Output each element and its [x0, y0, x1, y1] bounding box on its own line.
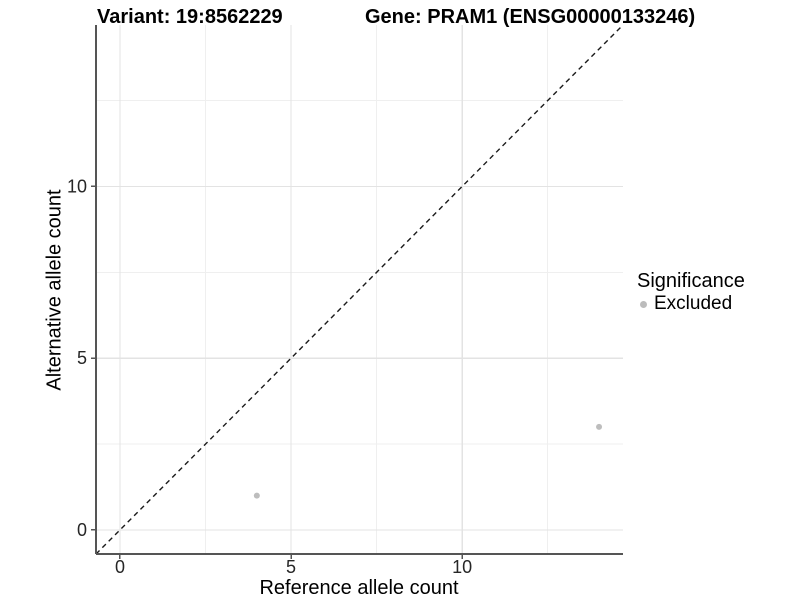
- y-tick-label: 0: [77, 520, 87, 540]
- y-tick-label: 10: [67, 176, 87, 196]
- plot-title-variant: Variant: 19:8562229: [97, 6, 283, 28]
- legend-title: Significance: [637, 270, 745, 292]
- legend: Significance Excluded: [637, 271, 745, 314]
- legend-item-label: Excluded: [654, 293, 733, 314]
- legend-items: Excluded: [637, 294, 745, 314]
- y-axis-label: Alternative allele count: [43, 189, 66, 391]
- y-tick-label: 5: [77, 348, 87, 368]
- x-tick-label: 10: [452, 557, 472, 577]
- plot-title-gene: Gene: PRAM1 (ENSG00000133246): [365, 6, 696, 28]
- legend-item: Excluded: [637, 294, 745, 314]
- x-tick-label: 5: [286, 557, 296, 577]
- legend-key-dot-icon: [640, 300, 647, 308]
- identity-dashed-line: [95, 24, 624, 555]
- x-tick-label: 0: [115, 557, 125, 577]
- data-point: [253, 492, 260, 499]
- x-axis-label: Reference allele count: [259, 577, 459, 599]
- data-point: [596, 423, 603, 430]
